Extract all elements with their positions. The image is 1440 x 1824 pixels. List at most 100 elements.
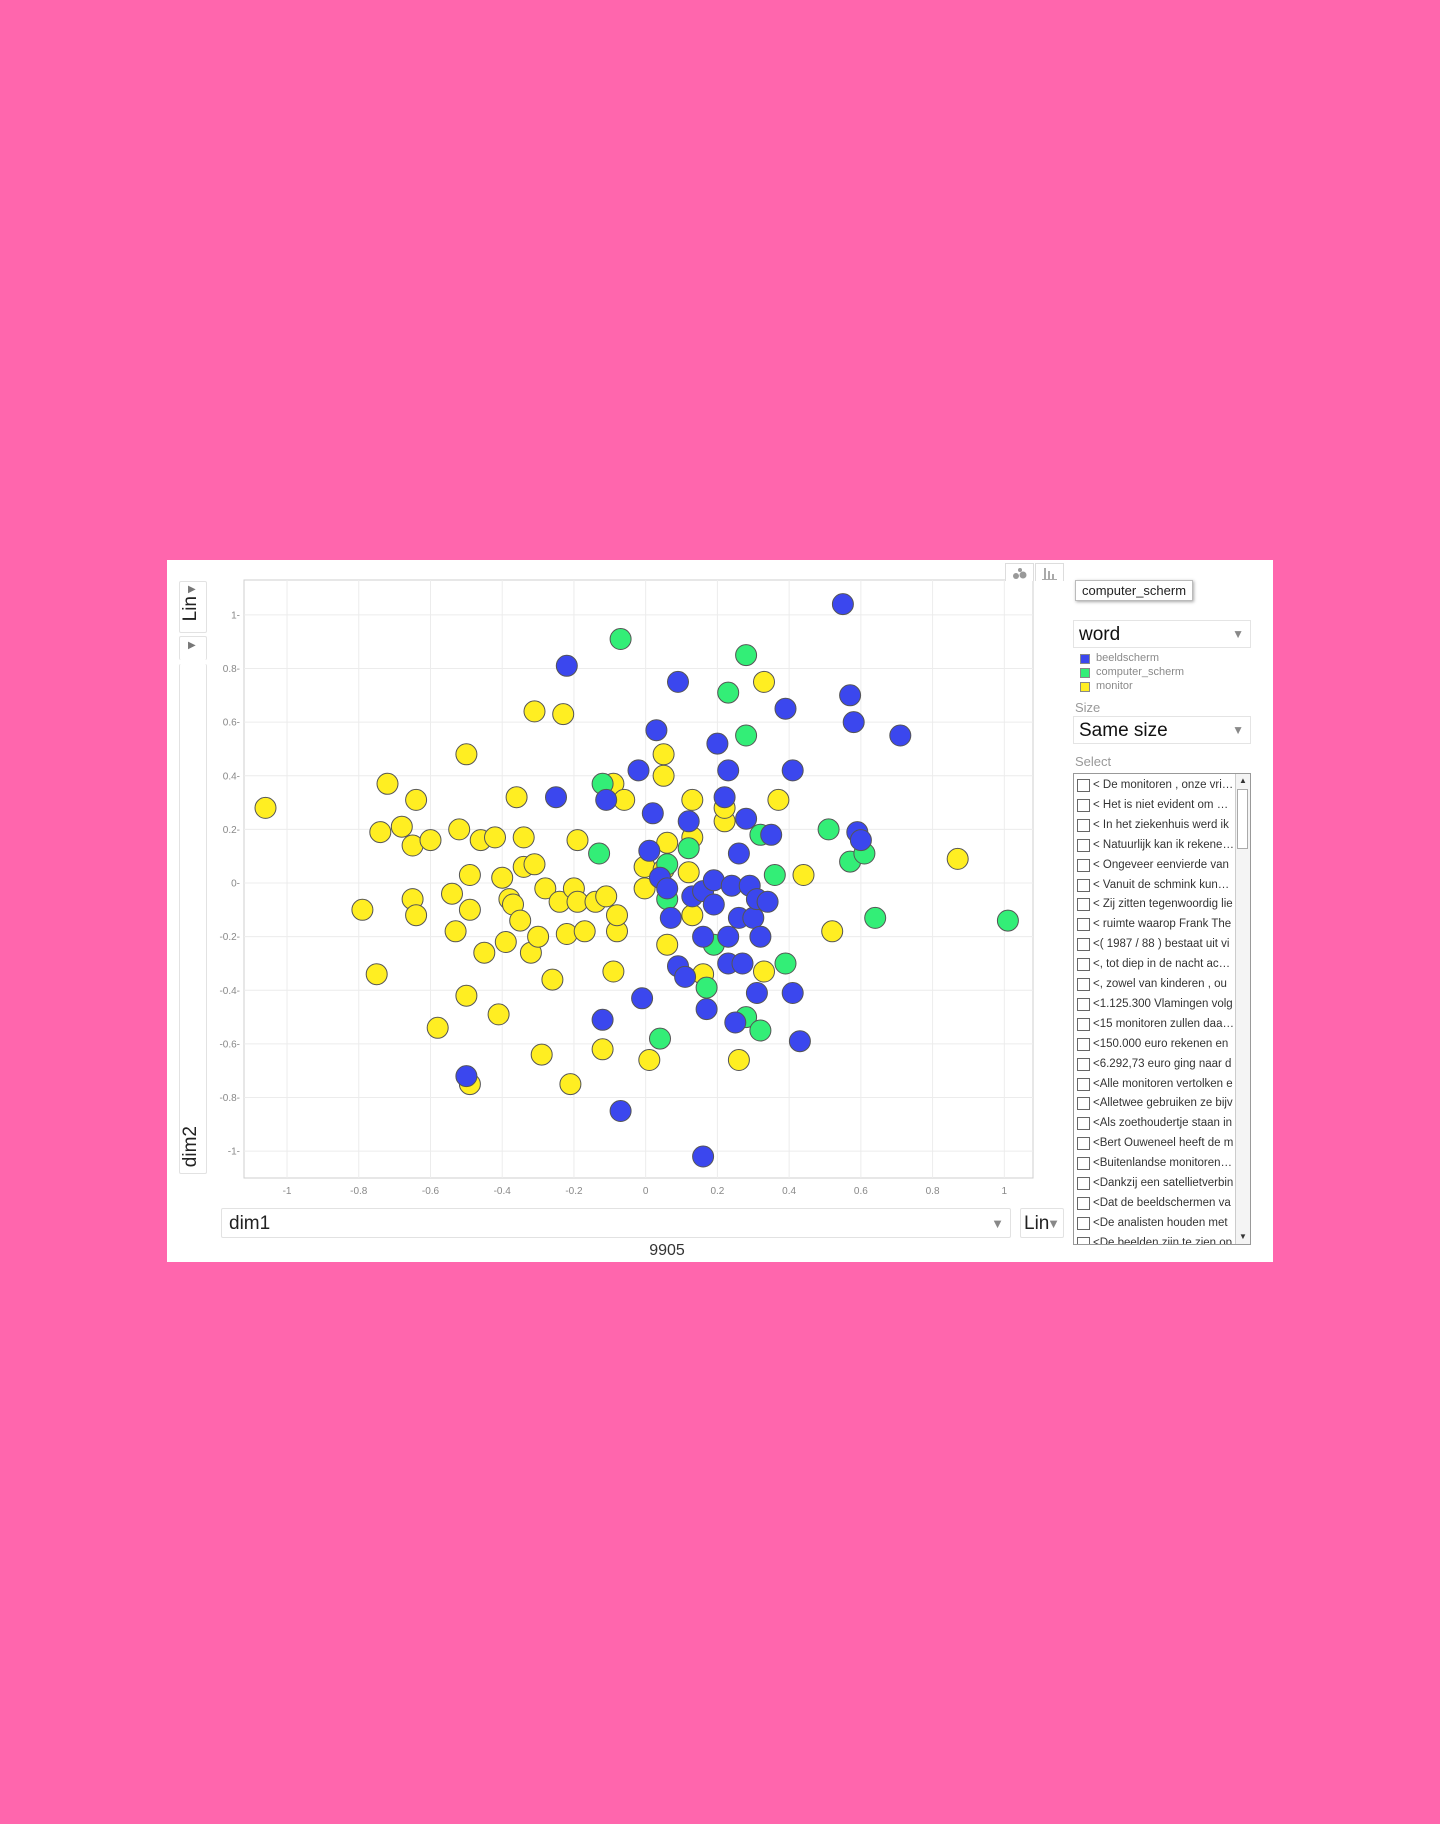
select-list-item[interactable]: <Buitenlandse monitoren vo (1074, 1154, 1234, 1174)
checkbox[interactable] (1077, 1037, 1090, 1051)
data-point-monitor[interactable] (365, 963, 388, 986)
data-point-beeldscherm[interactable] (591, 1008, 614, 1031)
data-point-monitor[interactable] (681, 904, 704, 927)
data-point-beeldscherm[interactable] (749, 925, 772, 948)
data-point-beeldscherm[interactable] (595, 788, 618, 811)
data-point-beeldscherm[interactable] (692, 1145, 715, 1168)
data-point-monitor[interactable] (523, 853, 546, 876)
color-variable-dropdown[interactable]: word ▼ (1073, 620, 1251, 648)
checkbox[interactable] (1077, 1157, 1090, 1171)
checkbox[interactable] (1077, 818, 1090, 832)
data-point-monitor[interactable] (541, 968, 564, 991)
data-point-beeldscherm[interactable] (889, 724, 912, 747)
checkbox[interactable] (1077, 978, 1090, 991)
data-point-monitor[interactable] (681, 788, 704, 811)
data-point-monitor[interactable] (254, 796, 277, 819)
x-scale-selector[interactable]: Lin ▼ (1020, 1208, 1064, 1238)
checkbox[interactable] (1077, 1216, 1090, 1230)
data-point-monitor[interactable] (455, 743, 478, 766)
select-list[interactable]: < De monitoren , onze vrienden < Het is n… (1073, 773, 1251, 1245)
data-point-monitor[interactable] (491, 866, 514, 889)
scatter-view-button[interactable] (1005, 563, 1034, 581)
checkbox[interactable] (1077, 1236, 1090, 1244)
data-point-beeldscherm[interactable] (756, 890, 779, 913)
data-point-monitor[interactable] (448, 818, 471, 841)
data-point-computer_scherm[interactable] (735, 724, 758, 747)
size-dropdown[interactable]: Same size ▼ (1073, 716, 1251, 744)
data-point-monitor[interactable] (753, 960, 775, 983)
data-point-computer_scherm[interactable] (763, 864, 786, 886)
checkbox[interactable] (1077, 1196, 1090, 1210)
checkbox[interactable] (1077, 1177, 1090, 1190)
select-list-item[interactable]: <15 monitoren zullen daarbi (1074, 1015, 1234, 1035)
data-point-computer_scherm[interactable] (735, 644, 758, 667)
data-point-monitor[interactable] (573, 920, 596, 943)
data-point-monitor[interactable] (591, 1038, 614, 1061)
data-point-computer_scherm[interactable] (717, 681, 740, 704)
select-list-item[interactable]: < In het ziekenhuis werd ik (1074, 816, 1234, 836)
scroll-down-icon[interactable]: ▼ (1239, 1232, 1247, 1241)
data-point-beeldscherm[interactable] (677, 810, 700, 833)
scroll-up-icon[interactable]: ▲ (1239, 776, 1247, 785)
data-point-beeldscherm[interactable] (706, 732, 729, 755)
data-point-computer_scherm[interactable] (649, 1027, 671, 1050)
data-point-monitor[interactable] (473, 941, 496, 964)
y-scale-selector[interactable]: ▶ Lin (179, 581, 207, 633)
data-point-beeldscherm[interactable] (659, 906, 682, 929)
data-point-beeldscherm[interactable] (455, 1065, 478, 1088)
select-list-item[interactable]: <Dat de beeldschermen va (1074, 1194, 1234, 1214)
data-point-monitor[interactable] (566, 829, 589, 852)
select-list-item[interactable]: <Bert Ouweneel heeft de m (1074, 1134, 1234, 1154)
data-point-monitor[interactable] (530, 1043, 553, 1066)
checkbox[interactable] (1077, 1117, 1090, 1131)
data-point-beeldscherm[interactable] (717, 759, 740, 782)
data-point-beeldscherm[interactable] (788, 1030, 811, 1053)
data-point-monitor[interactable] (559, 1073, 582, 1096)
checkbox[interactable] (1077, 1137, 1090, 1151)
data-point-beeldscherm[interactable] (717, 925, 740, 948)
data-point-monitor[interactable] (677, 861, 700, 884)
data-point-computer_scherm[interactable] (774, 952, 797, 975)
data-point-beeldscherm[interactable] (831, 593, 854, 616)
data-point-beeldscherm[interactable] (731, 952, 754, 975)
data-point-monitor[interactable] (369, 821, 392, 844)
scroll-thumb[interactable] (1237, 789, 1248, 849)
select-list-item[interactable]: < Natuurlijk kan ik rekenen op (1074, 836, 1234, 856)
select-list-item[interactable]: <150.000 euro rekenen en (1074, 1035, 1234, 1055)
select-list-item[interactable]: <, tot diep in de nacht achte (1074, 955, 1234, 975)
data-point-computer_scherm[interactable] (749, 1019, 772, 1042)
data-point-beeldscherm[interactable] (545, 786, 567, 809)
data-point-monitor[interactable] (595, 885, 618, 908)
data-point-beeldscherm[interactable] (631, 987, 654, 1010)
data-point-monitor[interactable] (652, 743, 675, 766)
data-point-monitor[interactable] (767, 788, 790, 811)
data-point-computer_scherm[interactable] (677, 837, 700, 860)
data-point-monitor[interactable] (419, 829, 442, 852)
data-point-beeldscherm[interactable] (674, 965, 697, 988)
checkbox[interactable] (1077, 958, 1090, 972)
data-point-beeldscherm[interactable] (656, 877, 679, 900)
data-point-monitor[interactable] (390, 815, 413, 838)
y-variable-menu[interactable]: ▶ (179, 636, 207, 660)
data-point-beeldscherm[interactable] (724, 1011, 747, 1034)
data-point-monitor[interactable] (487, 1003, 510, 1026)
data-point-computer_scherm[interactable] (864, 906, 887, 929)
data-point-monitor[interactable] (652, 764, 675, 787)
select-list-item[interactable]: <6.292,73 euro ging naar d (1074, 1055, 1234, 1075)
checkbox[interactable] (1077, 938, 1090, 952)
data-point-beeldscherm[interactable] (842, 711, 865, 734)
select-list-item[interactable]: < Het is niet evident om met (1074, 796, 1234, 816)
data-point-monitor[interactable] (455, 984, 478, 1007)
data-point-beeldscherm[interactable] (555, 654, 578, 677)
data-point-monitor[interactable] (792, 864, 815, 886)
checkbox[interactable] (1077, 997, 1090, 1011)
data-point-monitor[interactable] (376, 772, 399, 795)
data-point-beeldscherm[interactable] (692, 925, 715, 948)
data-point-computer_scherm[interactable] (609, 628, 632, 650)
data-point-beeldscherm[interactable] (839, 684, 862, 707)
data-point-monitor[interactable] (458, 864, 481, 886)
checkbox[interactable] (1077, 798, 1090, 812)
select-list-item[interactable]: <Alletwee gebruiken ze bijv (1074, 1094, 1234, 1114)
select-list-item[interactable]: <Dankzij een satellietverbin (1074, 1174, 1234, 1194)
data-point-beeldscherm[interactable] (781, 759, 804, 782)
